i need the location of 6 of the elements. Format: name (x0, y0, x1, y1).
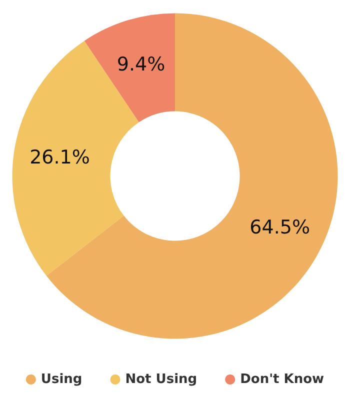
legend-label: Don't Know (240, 372, 324, 387)
data-label: 9.4% (116, 53, 166, 76)
data-label: 64.5% (250, 216, 310, 238)
legend-label: Using (40, 372, 82, 387)
legend-label: Not Using (125, 372, 198, 387)
data-label: 26.1% (30, 146, 90, 168)
